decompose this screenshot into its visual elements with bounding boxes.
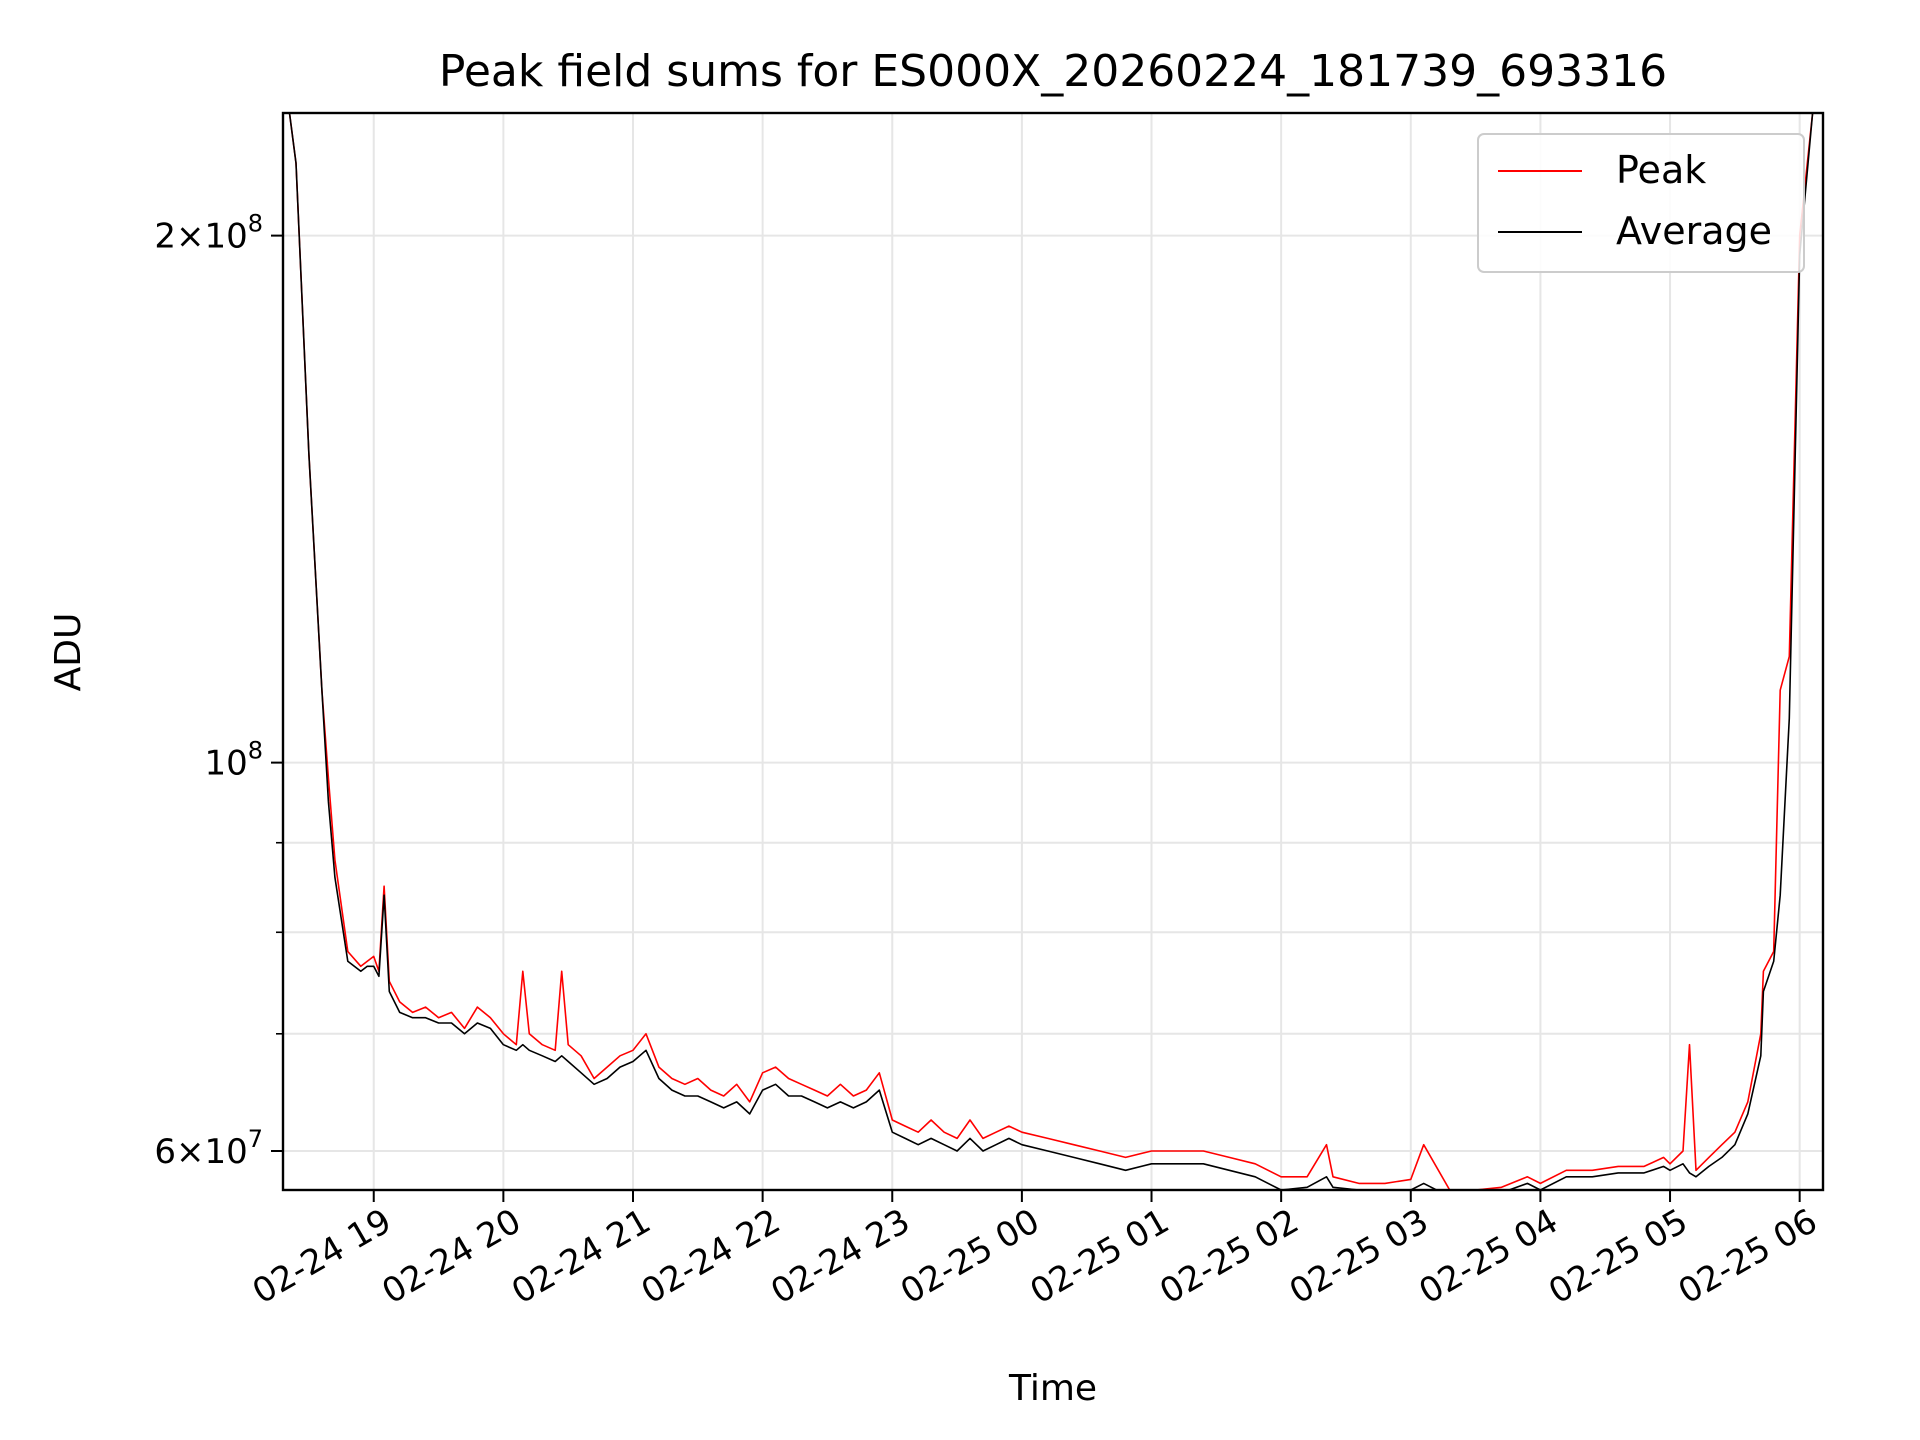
average-series-line [288, 113, 1814, 1190]
y-tick-label: 2×108 [154, 210, 263, 257]
x-axis-label: Time [1008, 1368, 1097, 1409]
series-lines [288, 113, 1814, 1190]
legend-peak-label: Peak [1616, 148, 1706, 192]
y-tick-mantissa: 2 [154, 217, 176, 257]
y-tick-times: × [176, 1132, 205, 1172]
legend: Peak Average [1477, 133, 1805, 273]
y-tick-exponent: 8 [248, 737, 263, 765]
legend-box [1477, 133, 1805, 273]
y-tick-label: 6×107 [154, 1125, 263, 1172]
y-tick-base: 10 [204, 1132, 247, 1172]
y-tick-base: 10 [204, 217, 247, 257]
grid [283, 113, 1823, 1190]
peak-series-line [288, 113, 1814, 1190]
y-tick-times: × [176, 217, 205, 257]
y-tick-exponent: 8 [248, 210, 263, 238]
legend-average-label: Average [1616, 209, 1772, 253]
y-tick-exponent: 7 [248, 1125, 263, 1153]
y-tick-label: 108 [204, 737, 263, 784]
plot-frame [281, 111, 1825, 1192]
y-tick-base: 10 [204, 744, 247, 784]
chart-title: Peak field sums for ES000X_20260224_1817… [439, 46, 1667, 97]
y-tick-mantissa: 6 [154, 1132, 176, 1172]
y-axis-label: ADU [48, 613, 89, 692]
